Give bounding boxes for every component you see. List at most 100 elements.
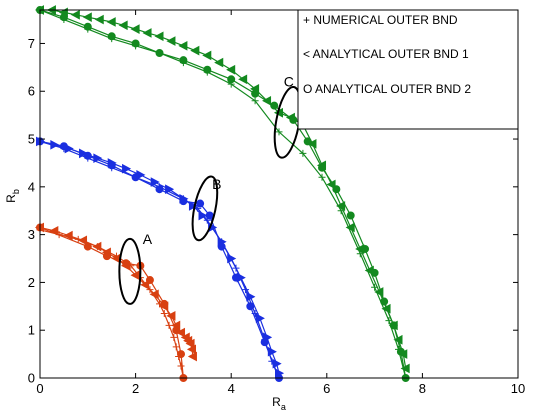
data-point-circle xyxy=(361,244,370,253)
data-point-triangle xyxy=(336,201,346,211)
data-point-triangle xyxy=(187,351,197,362)
y-tick-label: 7 xyxy=(28,36,35,51)
data-point-plus xyxy=(160,309,168,317)
data-point-circle xyxy=(59,13,68,22)
data-point-plus xyxy=(251,97,259,105)
series-line xyxy=(39,140,280,379)
series-line xyxy=(39,226,184,379)
annotation-ellipse xyxy=(191,175,219,242)
data-point-plus xyxy=(177,362,185,370)
series-analytical2-group-3 xyxy=(36,6,410,382)
data-point-triangle xyxy=(63,230,73,241)
data-point-triangle xyxy=(165,184,175,195)
data-point-plus xyxy=(318,173,326,181)
data-point-triangle xyxy=(70,9,80,20)
data-point-triangle xyxy=(130,24,140,34)
y-tick-label: 1 xyxy=(28,323,35,338)
data-point-triangle xyxy=(198,210,208,221)
data-point-circle xyxy=(83,242,92,251)
data-point-circle xyxy=(83,22,92,31)
y-tick-label: 4 xyxy=(28,179,35,194)
data-point-triangle xyxy=(92,241,102,252)
data-point-circle xyxy=(318,163,327,172)
data-point-circle xyxy=(131,173,140,182)
series-line xyxy=(39,226,194,357)
data-point-circle xyxy=(145,276,154,285)
series-analytical2-group-1 xyxy=(36,223,188,382)
x-tick-label: 6 xyxy=(323,381,330,396)
data-point-circle xyxy=(303,137,312,146)
data-point-circle xyxy=(172,326,181,335)
y-axis-label: Rb xyxy=(4,189,21,203)
data-point-triangle xyxy=(188,201,199,211)
data-point-triangle xyxy=(185,338,195,349)
series-analytical1-group-1 xyxy=(34,222,197,362)
data-point-triangle xyxy=(374,287,384,297)
data-point-triangle xyxy=(118,20,128,31)
y-tick-label: 3 xyxy=(28,227,35,242)
data-point-circle xyxy=(107,32,116,41)
data-point-triangle xyxy=(190,45,200,56)
data-point-triangle xyxy=(178,41,188,51)
data-point-triangle xyxy=(166,36,176,46)
legend-entry-analytical-2: O ANALYTICAL OUTER BND 2 xyxy=(303,82,471,96)
data-point-triangle xyxy=(400,363,410,374)
y-tick-label: 6 xyxy=(28,84,35,99)
data-point-triangle xyxy=(307,138,317,149)
data-point-circle xyxy=(231,273,240,282)
y-axis-label-main: R xyxy=(4,194,18,203)
data-point-circle xyxy=(83,151,92,160)
data-point-plus xyxy=(299,149,307,157)
data-point-circle xyxy=(217,242,226,251)
annotation-label: C xyxy=(284,73,294,89)
legend-entry-analytical-1: < ANALYTICAL OUTER BND 1 xyxy=(303,47,469,61)
legend: + NUMERICAL OUTER BND < ANALYTICAL OUTER… xyxy=(297,9,519,130)
data-point-triangle xyxy=(202,50,212,61)
series-line xyxy=(39,140,280,379)
data-point-triangle xyxy=(226,64,236,75)
x-axis-label-main: R xyxy=(272,395,281,409)
series-line xyxy=(39,9,407,379)
data-point-triangle xyxy=(140,279,150,290)
data-point-circle xyxy=(177,350,186,359)
annotation-label: A xyxy=(143,231,153,247)
data-point-triangle xyxy=(186,344,197,355)
plot-frame xyxy=(39,9,519,379)
data-point-circle xyxy=(227,75,236,84)
data-point-circle xyxy=(289,115,298,124)
x-tick-label: 0 xyxy=(36,381,43,396)
data-point-triangle xyxy=(238,74,248,85)
y-axis-label-sub: b xyxy=(11,189,21,194)
data-point-triangle xyxy=(142,28,152,38)
data-point-circle xyxy=(389,321,398,330)
svg-text:Rb: Rb xyxy=(4,189,21,203)
data-point-triangle xyxy=(130,270,140,281)
data-point-plus xyxy=(170,333,178,341)
annotation-label: B xyxy=(212,176,221,192)
data-point-circle xyxy=(102,252,111,261)
data-point-circle xyxy=(179,56,188,65)
data-point-circle xyxy=(270,101,279,110)
data-point-circle xyxy=(332,185,341,194)
data-point-circle xyxy=(107,161,116,170)
data-point-triangle xyxy=(150,177,160,187)
data-point-circle xyxy=(251,89,260,98)
annotation-ellipse xyxy=(118,237,142,305)
x-tick-label: 4 xyxy=(228,381,235,396)
svg-text:Ra: Ra xyxy=(272,395,286,411)
data-point-triangle xyxy=(106,17,116,27)
x-axis-label: Ra xyxy=(272,395,286,411)
series-analytical1-group-2 xyxy=(36,136,285,379)
marks-layer xyxy=(34,5,410,382)
data-point-circle xyxy=(246,302,255,311)
series-analytical2-group-2 xyxy=(36,137,283,382)
data-point-circle xyxy=(122,259,131,268)
data-point-triangle xyxy=(122,163,132,174)
data-point-circle xyxy=(155,185,164,194)
y-tick-label: 2 xyxy=(28,275,35,290)
y-tick-label: 5 xyxy=(28,132,35,147)
data-point-circle xyxy=(346,211,355,220)
data-point-circle xyxy=(179,197,188,206)
